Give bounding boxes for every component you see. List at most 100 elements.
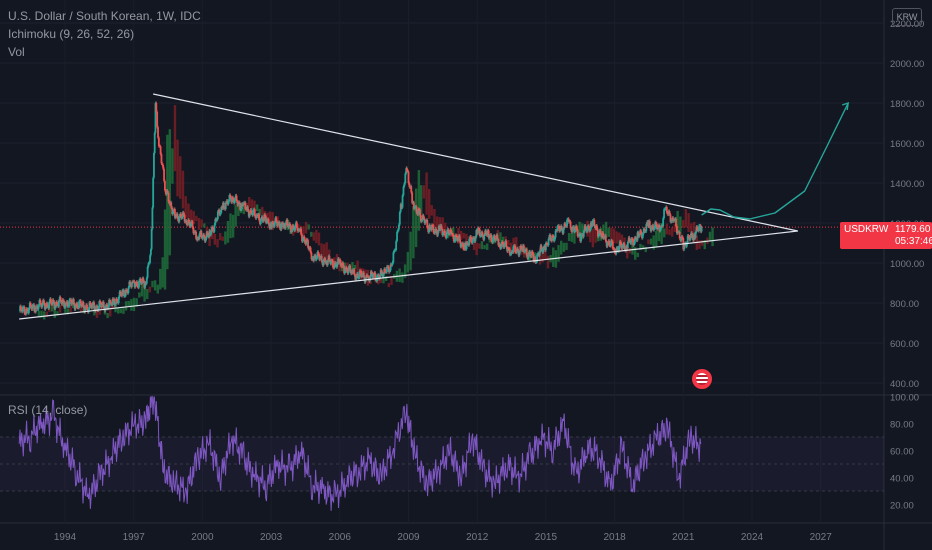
- ichimoku-cloud-segment: [679, 216, 682, 235]
- ichimoku-legend[interactable]: Ichimoku (9, 26, 52, 26): [8, 27, 135, 41]
- ichimoku-cloud-segment: [234, 204, 237, 227]
- candle-body: [356, 273, 359, 279]
- ichimoku-cloud-segment: [552, 247, 555, 268]
- ichimoku-cloud-segment: [135, 298, 138, 307]
- volume-legend[interactable]: Vol: [8, 45, 25, 59]
- ichimoku-cloud-segment: [435, 216, 439, 230]
- candle-body: [154, 103, 157, 133]
- price-tick-label: 1800.00: [890, 99, 924, 110]
- candle-body: [559, 230, 561, 232]
- ichimoku-cloud-segment: [315, 229, 318, 243]
- ichimoku-cloud-segment: [184, 196, 187, 218]
- price-tick-label: 1600.00: [890, 139, 924, 150]
- candle-body: [505, 240, 508, 248]
- candle-body: [358, 270, 361, 278]
- candle-body: [210, 232, 212, 235]
- candle-body: [188, 221, 191, 227]
- candle-body: [63, 301, 66, 308]
- candle-body: [109, 299, 111, 302]
- ichimoku-cloud-segment: [419, 185, 423, 214]
- candle-body: [43, 303, 46, 310]
- candle-body: [671, 217, 674, 222]
- ichimoku-cloud-segment: [452, 227, 455, 239]
- candle-body: [116, 298, 118, 301]
- candle-body: [366, 275, 369, 277]
- candle-body: [168, 201, 171, 205]
- candle-body: [519, 246, 522, 252]
- candle-body: [275, 217, 278, 222]
- candle-body: [610, 240, 612, 246]
- candle-body: [139, 278, 142, 284]
- candle-body: [248, 213, 251, 217]
- time-tick-label: 2000: [191, 532, 214, 543]
- candle-body: [210, 227, 213, 233]
- ichimoku-cloud-segment: [111, 304, 115, 309]
- candle-body: [490, 234, 493, 241]
- candle-body: [383, 268, 386, 274]
- candle-body: [402, 186, 405, 196]
- candle-body: [516, 248, 519, 251]
- candle-body: [247, 206, 249, 211]
- candle-body: [493, 235, 496, 241]
- ichimoku-cloud-segment: [237, 204, 240, 217]
- candle-body: [235, 195, 238, 202]
- candle-body: [677, 231, 680, 233]
- time-tick-label: 2027: [810, 532, 833, 543]
- candle-body: [305, 239, 308, 245]
- candle-body: [89, 302, 92, 305]
- candle-body: [333, 262, 336, 268]
- ichimoku-cloud-segment: [417, 170, 421, 231]
- candle-body: [609, 245, 612, 247]
- ichimoku-cloud-segment: [655, 230, 658, 247]
- candle-body: [423, 218, 426, 224]
- ichimoku-cloud-segment: [302, 226, 305, 239]
- candle-body: [596, 225, 598, 230]
- candle-body: [542, 248, 545, 253]
- time-tick-label: 1997: [123, 532, 146, 543]
- candle-body: [303, 236, 306, 243]
- ichimoku-cloud-segment: [444, 222, 447, 232]
- currency-badge[interactable]: KRW: [892, 8, 922, 26]
- candle-body: [404, 173, 407, 184]
- candle-body: [123, 295, 126, 297]
- candle-body: [518, 251, 521, 256]
- candle-body: [599, 230, 602, 235]
- ichimoku-cloud-segment: [515, 236, 518, 254]
- chart-title[interactable]: U.S. Dollar / South Korean, 1W, IDC: [8, 9, 201, 23]
- ichimoku-cloud-segment: [156, 284, 159, 294]
- candle-body: [64, 302, 67, 307]
- candle-body: [78, 301, 80, 308]
- candle-body: [454, 235, 457, 242]
- candle-body: [296, 227, 299, 232]
- candle-body: [202, 234, 205, 239]
- ichimoku-cloud-segment: [351, 262, 354, 274]
- ichimoku-cloud-segment: [673, 224, 677, 233]
- candle-body: [240, 203, 243, 210]
- ichimoku-cloud-segment: [163, 209, 167, 290]
- candle-body: [239, 202, 241, 210]
- candle-body: [664, 209, 666, 211]
- candle-body: [387, 266, 390, 273]
- ichimoku-cloud-segment: [684, 209, 688, 228]
- candle-body: [80, 305, 83, 307]
- candle-body: [556, 226, 559, 231]
- us-flag-icon[interactable]: [691, 368, 713, 390]
- ichimoku-cloud-segment: [322, 244, 326, 266]
- candle-body: [250, 209, 253, 213]
- candle-body: [530, 256, 532, 258]
- candle-body: [244, 202, 247, 209]
- candle-body: [496, 234, 499, 240]
- candle-body: [64, 306, 66, 308]
- ichimoku-cloud-segment: [591, 228, 595, 248]
- ichimoku-cloud-segment: [192, 211, 195, 225]
- candle-body: [397, 224, 400, 230]
- projection-curve: [701, 102, 849, 220]
- candle-body: [108, 299, 110, 307]
- candle-body: [77, 307, 80, 309]
- candle-body: [98, 301, 101, 308]
- candle-body: [554, 230, 557, 238]
- candle-body: [115, 298, 117, 305]
- candle-body: [691, 232, 694, 239]
- rsi-legend[interactable]: RSI (14, close): [8, 403, 88, 417]
